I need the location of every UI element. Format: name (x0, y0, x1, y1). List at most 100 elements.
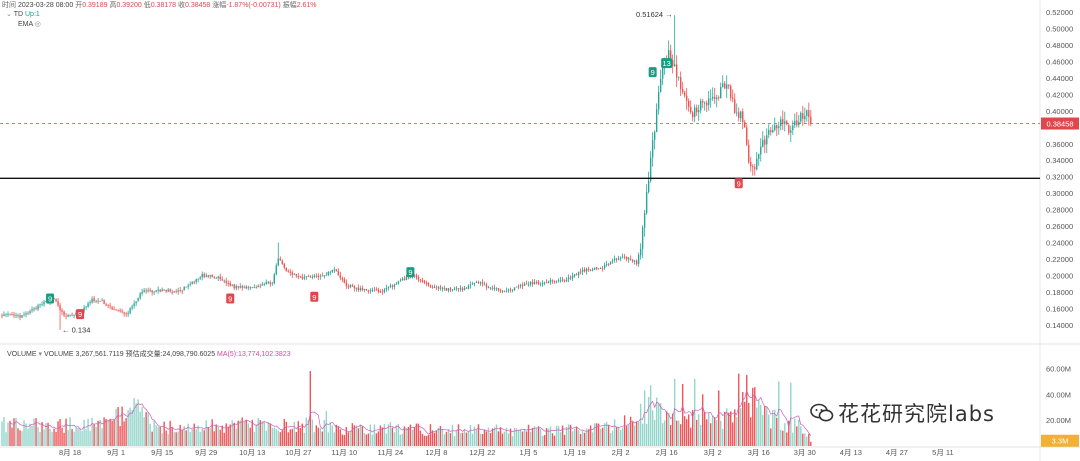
candle-body (607, 264, 610, 265)
volume-bar (185, 430, 187, 446)
volume-bar (103, 417, 105, 446)
candle-body (770, 130, 772, 132)
volume-bar (786, 432, 788, 446)
volume-bar (253, 431, 255, 446)
volume-bar (675, 420, 678, 446)
candle-body (525, 283, 528, 285)
volume-bar (639, 403, 642, 446)
volume-bar (515, 428, 518, 446)
chevron-down-icon[interactable]: ▾ (38, 351, 43, 358)
candle-body (531, 281, 534, 285)
volume-bar (750, 417, 752, 446)
candle-body (361, 288, 364, 291)
volume-bar (730, 411, 732, 446)
candle-body (17, 315, 19, 317)
volume-bar (780, 429, 782, 446)
candle-body (269, 282, 271, 284)
candle-body (704, 102, 706, 104)
volume-bar (800, 426, 802, 446)
volume-bar (25, 423, 27, 446)
candle-body (331, 269, 334, 272)
candle-body (473, 282, 476, 284)
candle-body (61, 309, 63, 312)
volume-bar (37, 427, 39, 446)
volume-bar (593, 423, 596, 446)
volume-bar (49, 428, 51, 446)
open-label: 开 (75, 2, 83, 9)
volume-bar (671, 413, 674, 446)
chevron-down-icon[interactable]: ⌄ (6, 11, 12, 18)
candle-body (471, 283, 474, 285)
td-indicator-row[interactable]: ⌄ TD Up:1 (6, 10, 40, 18)
volume-bar (157, 426, 159, 446)
candle-body (788, 124, 790, 133)
volume-bar (459, 433, 462, 446)
volume-bar (539, 429, 542, 446)
candle-body (405, 277, 408, 280)
candle-body (237, 286, 239, 288)
volume-bar (549, 426, 552, 446)
volume-bar (181, 429, 183, 446)
volume-bar (491, 428, 494, 446)
td-marker (734, 178, 743, 189)
candle-body (547, 281, 550, 283)
x-tick-label: 9月 15 (151, 448, 173, 457)
volume-bar (744, 401, 746, 446)
y-tick-label: 0.24000 (1046, 238, 1073, 247)
volume-bar (425, 435, 428, 446)
candle-body (714, 96, 716, 99)
candle-body (175, 291, 177, 293)
volume-bar (121, 406, 123, 446)
ema-indicator-row[interactable]: EMA ◎ (18, 20, 41, 28)
eye-icon[interactable]: ◎ (34, 21, 41, 28)
candle-body (29, 311, 31, 313)
volume-bar (319, 428, 322, 446)
candle-body (521, 284, 524, 287)
volume-bar (433, 432, 436, 446)
volume-bar (754, 387, 756, 446)
volume-bar (441, 429, 444, 446)
volume-bar (804, 433, 806, 446)
x-tick-label: 3月 2 (704, 448, 722, 457)
y-tick-label: 0.44000 (1046, 74, 1073, 83)
candle-body (93, 298, 95, 302)
candle-body (573, 274, 576, 276)
volume-bar (706, 419, 708, 446)
candle-body (337, 270, 340, 276)
candle-body (497, 288, 500, 291)
candle-body (243, 286, 245, 288)
volume-bar (215, 424, 217, 446)
candle-body (734, 99, 736, 113)
volume-bar (527, 424, 530, 446)
candle-body (147, 290, 149, 292)
candle-body (643, 213, 646, 228)
candle-body (203, 273, 205, 277)
volume-bar (463, 428, 466, 446)
volume-bar (465, 432, 468, 446)
td-marker (310, 291, 319, 302)
candle-body (712, 96, 714, 99)
amplitude-label: 振幅 (282, 2, 297, 9)
candle-body (395, 283, 398, 285)
x-tick-label: 12月 8 (425, 448, 447, 457)
td-marker-label: 9 (408, 268, 412, 277)
candle-body (1, 315, 3, 317)
volume-tick-label: 40.00M (1046, 390, 1071, 399)
candle-body (635, 260, 638, 265)
candle-body (782, 119, 784, 124)
volume-bar (125, 418, 127, 446)
low-label: 低 (143, 2, 151, 9)
candle-body (401, 278, 404, 281)
x-tick-label: 10月 13 (239, 448, 265, 457)
candle-body (738, 112, 740, 118)
candle-body (311, 277, 314, 278)
candle-body (7, 314, 9, 315)
candle-body (87, 303, 89, 307)
candle-body (115, 309, 117, 311)
volume-bar (535, 428, 538, 446)
amplitude-value: 2.61% (296, 2, 317, 9)
x-tick-label: 3月 16 (748, 448, 770, 457)
volume-ma: MA(5):13,774,102.3823 (217, 351, 291, 358)
volume-bar (599, 428, 602, 446)
